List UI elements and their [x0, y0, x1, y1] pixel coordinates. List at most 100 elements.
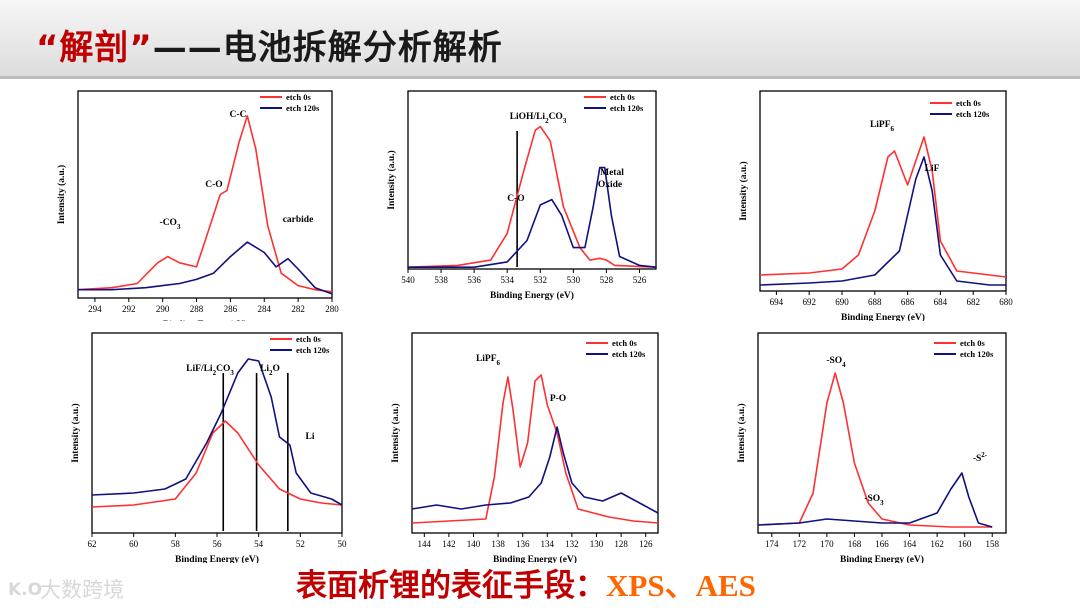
chart-li1s: 62 60 58 56 54 52 50 Binding Energy (eV) Intensi… [60, 325, 360, 563]
x-tick-label: 694 [770, 297, 784, 307]
peak-annotation: LiOH/Li2CO3 [510, 112, 567, 125]
peak-annotation: -SO3 [864, 494, 884, 507]
peak-annotation: C-C [230, 110, 247, 120]
x-tick-label: 682 [966, 297, 980, 307]
x-tick-label: 286 [224, 304, 238, 314]
series-line-etch-120s [759, 156, 1006, 286]
x-tick-label: 54 [254, 539, 264, 549]
x-tick-label: 292 [122, 304, 136, 314]
x-tick-label: 526 [633, 275, 647, 285]
peak-annotation: P-O [550, 394, 566, 404]
x-axis-label: Binding Energy (eV) [841, 312, 925, 321]
legend-label: etch 120s [286, 103, 320, 113]
x-tick-label: 528 [600, 275, 614, 285]
y-axis-label: Intensity (a.u.) [390, 403, 401, 462]
x-tick-label: 168 [848, 539, 862, 549]
x-tick-label: 170 [820, 539, 834, 549]
x-tick-label: 540 [401, 275, 415, 285]
peak-annotation: Oxide [598, 180, 622, 190]
x-axis-label: Binding Energy (eV) [175, 554, 259, 563]
x-tick-label: 290 [156, 304, 170, 314]
series-line-etch-120s [78, 241, 333, 295]
legend-label: etch 0s [612, 338, 637, 348]
peak-annotation: C-O [205, 180, 222, 190]
xps-spectrum-svg: 540 538 536 534 532 530 528 526 Binding Energy (… [386, 90, 657, 301]
peak-annotation: Li [306, 432, 315, 442]
series-line-etch-0s [759, 136, 1007, 278]
plot-frame [91, 332, 343, 534]
x-tick-label: 132 [565, 539, 579, 549]
x-tick-label: 60 [129, 539, 139, 549]
x-tick-label: 532 [534, 275, 548, 285]
xps-spectrum-svg: 174 172 170 168 166 164 162 160 158 Binding Energ… [736, 332, 1007, 563]
plot-frame [407, 90, 657, 270]
series-line-etch-0s [757, 372, 993, 528]
x-tick-label: 138 [491, 539, 505, 549]
x-tick-label: 50 [338, 539, 348, 549]
y-axis-label: Intensity (a.u.) [386, 150, 397, 209]
x-tick-label: 130 [590, 539, 604, 549]
legend-label: etch 0s [960, 338, 985, 348]
header-divider [0, 76, 1080, 79]
x-tick-label: 128 [614, 539, 628, 549]
watermark-text: 大数跨境 [40, 578, 124, 602]
chart-f1s: 694 692 690 688 686 684 682 680 Binding Energy (… [724, 83, 1024, 321]
legend-label: etch 0s [956, 98, 981, 108]
series-line-etch-0s [411, 374, 659, 524]
legend-label: etch 120s [956, 109, 990, 119]
y-axis-label: Intensity (a.u.) [738, 161, 749, 220]
legend-label: etch 0s [296, 334, 321, 344]
legend-label: etch 120s [612, 349, 646, 359]
xps-spectrum-svg: 62 60 58 56 54 52 50 Binding Energy (eV) Intensi… [70, 332, 348, 563]
watermark-logo-icon: K.O [8, 580, 43, 600]
xps-spectrum-svg: 694 692 690 688 686 684 682 680 Binding Energy (… [738, 90, 1013, 321]
x-tick-label: 688 [868, 297, 882, 307]
x-tick-label: 538 [434, 275, 448, 285]
x-tick-label: 166 [875, 539, 889, 549]
legend-label: etch 0s [610, 92, 635, 102]
peak-annotation: -S2- [973, 451, 988, 464]
peak-annotation: Metal [600, 168, 624, 178]
y-axis-label: Intensity (a.u.) [736, 403, 747, 462]
peak-annotation: C-O [507, 194, 524, 204]
x-tick-label: 534 [500, 275, 514, 285]
x-tick-label: 126 [639, 539, 653, 549]
series-line-etch-0s [77, 115, 333, 293]
x-tick-label: 530 [567, 275, 581, 285]
legend-label: etch 0s [286, 92, 311, 102]
peak-annotation: -CO3 [160, 218, 181, 231]
chart-o1s: 540 538 536 534 532 530 528 526 Binding Energy (… [374, 83, 674, 321]
caption-chinese: 表面析锂的表征手段： [296, 568, 606, 604]
peak-annotation: Li2O [260, 364, 280, 377]
x-axis-label: Binding Energy (eV) [163, 319, 247, 321]
x-tick-label: 692 [802, 297, 816, 307]
series-line-etch-120s [757, 472, 993, 528]
peak-annotation: LiF/Li2CO3 [186, 364, 234, 377]
legend-label: etch 120s [610, 103, 644, 113]
x-tick-label: 136 [516, 539, 530, 549]
y-axis-label: Intensity (a.u.) [56, 165, 67, 224]
series-line-etch-120s [411, 426, 659, 514]
slide-header [0, 0, 1080, 78]
x-tick-label: 162 [930, 539, 944, 549]
x-tick-label: 690 [835, 297, 849, 307]
x-tick-label: 62 [88, 539, 97, 549]
chart-p2p: 144 142 140 138 136 134 132 130 128 126 Binding En… [376, 325, 676, 563]
series-line-etch-0s [407, 125, 657, 268]
y-axis-label: Intensity (a.u.) [70, 403, 81, 462]
legend-label: etch 120s [960, 349, 994, 359]
x-axis-label: Binding Energy (eV) [490, 290, 574, 301]
chart-c1s: 294 292 290 288 286 284 282 280 Binding Energy (… [50, 83, 350, 321]
x-axis-label: Binding Energy (eV) [840, 554, 924, 563]
x-tick-label: 536 [467, 275, 481, 285]
x-tick-label: 288 [190, 304, 204, 314]
title-rest: ——电池拆解分析解析 [152, 28, 503, 68]
peak-annotation: LiPF6 [476, 354, 501, 367]
x-tick-label: 172 [793, 539, 807, 549]
x-tick-label: 680 [999, 297, 1013, 307]
watermark: K.O大数跨境 [8, 574, 124, 604]
x-tick-label: 282 [291, 304, 305, 314]
xps-spectrum-svg: 144 142 140 138 136 134 132 130 128 126 Binding En… [390, 332, 659, 563]
peak-annotation: LiF [925, 164, 940, 174]
x-tick-label: 684 [934, 297, 948, 307]
